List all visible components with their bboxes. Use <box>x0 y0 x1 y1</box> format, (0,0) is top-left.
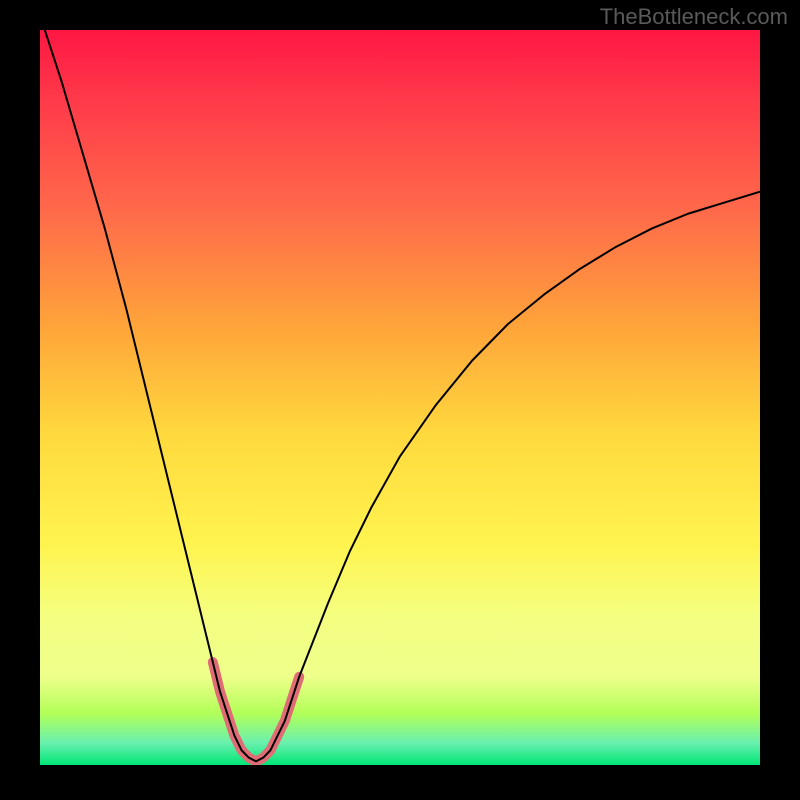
chart-svg <box>40 30 760 765</box>
watermark-text: TheBottleneck.com <box>600 4 788 30</box>
chart-bottleneck-curve <box>40 30 760 765</box>
